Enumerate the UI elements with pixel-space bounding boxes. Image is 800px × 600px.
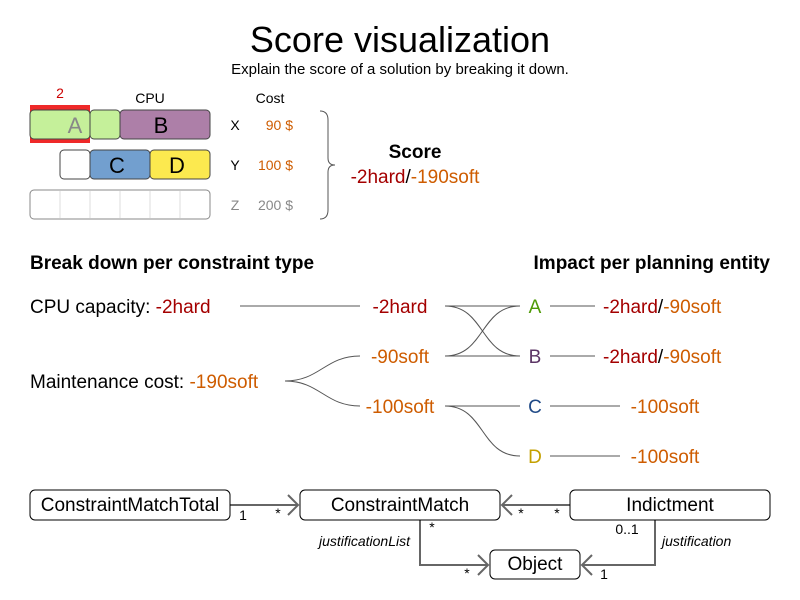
process-d [149, 149, 211, 180]
machine-x: A B X 90 $ [29, 109, 293, 140]
entity-a-score: -2hard/-90soft [603, 297, 722, 318]
process-b [119, 109, 211, 140]
score-label: Score [389, 142, 442, 163]
process-d-label: D [169, 153, 185, 178]
svg-text:1: 1 [600, 566, 608, 582]
constraint-cpu: CPU capacity: -2hard [30, 297, 211, 318]
connector-lines [240, 305, 620, 457]
score-value: -2hard/-190soft [351, 167, 481, 188]
entity-d: D [528, 447, 542, 468]
entity-b: B [529, 347, 542, 368]
svg-text:*: * [275, 505, 281, 521]
svg-text:*: * [518, 505, 524, 521]
class-label: Indictment [626, 495, 714, 516]
brace [319, 110, 336, 220]
overload-count: 2 [56, 85, 64, 101]
entity-d-score: -100soft [631, 447, 700, 468]
class-indictment [569, 489, 771, 521]
svg-text:*: * [554, 505, 560, 521]
machine-cost: 200 $ [258, 197, 293, 213]
process-a-part2 [89, 109, 121, 140]
svg-text:0..1: 0..1 [615, 521, 639, 537]
cpu-header: CPU [135, 90, 165, 106]
role-justification: justification [660, 533, 731, 549]
match-score: -90soft [371, 347, 430, 368]
role-justification-list: justificationList [317, 533, 411, 549]
free-cpu [59, 149, 91, 180]
right-heading: Impact per planning entity [534, 253, 771, 274]
svg-text:1: 1 [239, 507, 247, 523]
entity-a: A [529, 297, 542, 318]
multiplicities: 1 * * * * * 0..1 1 [239, 505, 639, 582]
entity-c-score: -100soft [631, 397, 700, 418]
left-heading: Break down per constraint type [30, 253, 314, 274]
constraint-maintenance: Maintenance cost: -190soft [30, 372, 259, 393]
entity-b-score: -2hard/-90soft [603, 347, 722, 368]
uml-associations [230, 494, 656, 576]
class-constraint-match-total [29, 489, 231, 521]
subtitle: Explain the score of a solution by break… [231, 61, 569, 78]
class-constraint-match [299, 489, 501, 521]
title: Score visualization [250, 19, 550, 60]
machine-z: Z 200 $ [29, 189, 293, 220]
machine-cost: 90 $ [266, 117, 293, 133]
svg-text:*: * [464, 565, 470, 581]
machine-name: X [230, 117, 240, 133]
machine-name: Y [230, 157, 240, 173]
svg-text:*: * [429, 519, 435, 535]
match-score: -2hard [373, 297, 428, 318]
class-label: ConstraintMatchTotal [41, 495, 219, 516]
cost-header: Cost [256, 90, 285, 106]
machine-cost: 100 $ [258, 157, 293, 173]
process-a-label: A [68, 113, 83, 138]
class-object [489, 549, 581, 580]
cpu-grid [59, 191, 181, 218]
class-label: ConstraintMatch [331, 495, 469, 516]
machine-y: C D Y 100 $ [59, 149, 293, 180]
match-score: -100soft [366, 397, 435, 418]
process-c-label: C [109, 153, 125, 178]
process-b-label: B [154, 113, 169, 138]
class-label: Object [508, 554, 564, 575]
entity-c: C [528, 397, 542, 418]
machine-name: Z [231, 197, 240, 213]
